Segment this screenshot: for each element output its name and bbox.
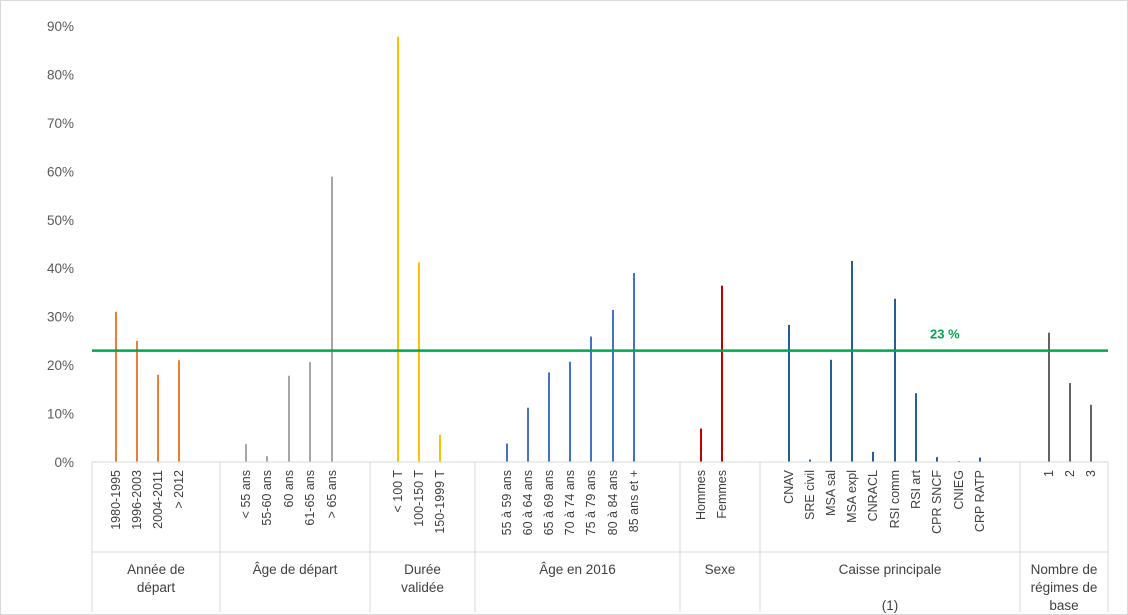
category-label: CNIEG xyxy=(952,470,966,510)
group-label: (1) xyxy=(882,598,899,613)
category-label: 75 à 79 ans xyxy=(584,470,598,535)
bar xyxy=(936,457,938,462)
bar xyxy=(851,260,853,462)
group-label: Nombre de xyxy=(1031,562,1098,577)
bar xyxy=(439,434,441,462)
bar xyxy=(548,372,550,462)
bar xyxy=(590,336,592,462)
category-label: MSA sal xyxy=(824,470,838,516)
category-label: 60 à 64 ans xyxy=(521,470,535,535)
category-label: RSI comm xyxy=(888,470,902,528)
category-label: 3 xyxy=(1084,470,1098,477)
category-label: 85 ans et + xyxy=(627,470,641,532)
y-tick-label: 40% xyxy=(47,261,74,276)
category-label: 80 à 84 ans xyxy=(606,470,620,535)
category-label: 70 à 74 ans xyxy=(563,470,577,535)
category-label: Hommes xyxy=(694,470,708,520)
group-label: validée xyxy=(401,580,444,595)
y-axis: 0% 10% 20% 30% 40% 50% 60% 70% 80% 90% xyxy=(47,19,74,470)
bar xyxy=(178,360,180,462)
category-label: Femmes xyxy=(715,470,729,519)
y-tick-label: 30% xyxy=(47,310,74,325)
bar xyxy=(527,407,529,462)
bar xyxy=(633,273,635,462)
category-label: CNAV xyxy=(782,469,796,503)
y-tick-label: 80% xyxy=(47,67,74,82)
bar xyxy=(872,451,874,462)
bar xyxy=(721,285,723,462)
category-label: > 65 ans xyxy=(325,470,339,518)
category-label: RSI art xyxy=(909,469,923,508)
category-label: SRE civil xyxy=(803,470,817,520)
bar xyxy=(136,340,138,462)
category-label: CRP RATP xyxy=(973,470,987,532)
bar xyxy=(309,362,311,462)
bar xyxy=(245,444,247,462)
category-label: > 2012 xyxy=(172,470,186,509)
bars xyxy=(115,36,1092,462)
bar xyxy=(979,457,981,462)
bar xyxy=(331,176,333,462)
bar xyxy=(830,359,832,462)
category-label: 55-60 ans xyxy=(260,470,274,526)
category-label: 1980-1995 xyxy=(109,470,123,530)
category-label: 61-65 ans xyxy=(303,470,317,526)
bar xyxy=(397,36,399,462)
bar xyxy=(894,298,896,462)
group-label: départ xyxy=(137,580,176,595)
category-label: 100-150 T xyxy=(412,470,426,527)
reference-line-group: 23 % xyxy=(92,327,1108,352)
bar xyxy=(700,428,702,462)
group-label: base xyxy=(1049,598,1078,613)
bar xyxy=(809,459,811,462)
category-label: MSA expl xyxy=(845,470,859,523)
bar xyxy=(506,443,508,462)
category-label: CNRACL xyxy=(866,470,880,521)
y-tick-label: 60% xyxy=(47,164,74,179)
bar xyxy=(1048,332,1050,462)
y-tick-label: 50% xyxy=(47,213,74,228)
bar xyxy=(788,324,790,462)
y-tick-label: 20% xyxy=(47,358,74,373)
y-tick-label: 10% xyxy=(47,407,74,422)
x-axis: 1980-1995 1996-2003 2004-2011 > 2012 Année d… xyxy=(91,461,1109,613)
group-label: Année de xyxy=(127,562,185,577)
bar xyxy=(288,375,290,462)
category-label: 2 xyxy=(1063,470,1077,477)
category-label: 1 xyxy=(1042,470,1056,477)
category-label: 150-1999 T xyxy=(433,470,447,534)
category-label: 1996-2003 xyxy=(130,470,144,530)
bar xyxy=(915,393,917,462)
reference-line-label: 23 % xyxy=(930,327,960,342)
bar xyxy=(1069,383,1071,462)
bar xyxy=(569,361,571,462)
group-label: Sexe xyxy=(705,562,736,577)
bar xyxy=(612,309,614,462)
bar xyxy=(266,456,268,462)
category-label: 65 à 69 ans xyxy=(542,470,556,535)
category-label: < 55 ans xyxy=(239,470,253,518)
bar xyxy=(1090,404,1092,462)
bar xyxy=(418,262,420,462)
y-tick-label: 90% xyxy=(47,19,74,34)
bar xyxy=(157,374,159,462)
category-label: < 100 T xyxy=(391,470,405,513)
group-label: Âge de départ xyxy=(253,562,338,577)
group-label: Durée xyxy=(404,562,441,577)
y-tick-label: 70% xyxy=(47,116,74,131)
group-label: Âge en 2016 xyxy=(539,562,616,577)
category-label: 60 ans xyxy=(282,470,296,508)
category-label: 55 à 59 ans xyxy=(500,470,514,535)
group-label: Caisse principale xyxy=(839,562,942,577)
bar xyxy=(115,311,117,462)
group-label: régimes de xyxy=(1031,580,1098,595)
category-label: 2004-2011 xyxy=(151,470,165,529)
y-tick-label: 0% xyxy=(54,455,74,470)
category-label: CPR SNCF xyxy=(930,470,944,534)
